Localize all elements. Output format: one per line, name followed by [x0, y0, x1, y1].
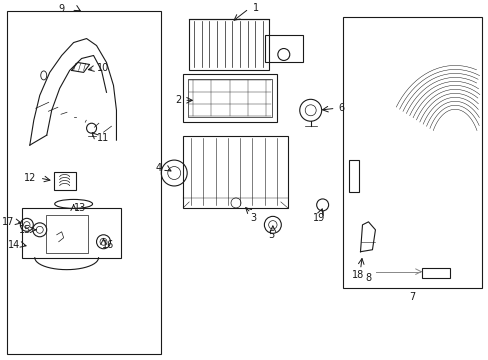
- Text: 19: 19: [312, 213, 324, 223]
- Bar: [7, 11, 161, 354]
- Text: 2: 2: [175, 95, 181, 105]
- Text: 13: 13: [74, 203, 86, 213]
- Bar: [54, 172, 76, 190]
- Text: 12: 12: [24, 173, 37, 183]
- Bar: [183, 136, 287, 208]
- Text: 3: 3: [249, 213, 255, 223]
- Bar: [22, 208, 121, 258]
- Text: 6: 6: [338, 103, 344, 113]
- Text: 15: 15: [20, 225, 32, 235]
- Text: 11: 11: [96, 133, 108, 143]
- Bar: [183, 75, 276, 122]
- Bar: [348, 160, 358, 192]
- Bar: [46, 215, 87, 253]
- Text: 1: 1: [252, 3, 259, 13]
- Bar: [264, 35, 302, 63]
- Bar: [189, 19, 268, 71]
- Text: 18: 18: [352, 270, 364, 280]
- Text: 9: 9: [59, 4, 64, 14]
- Bar: [422, 267, 449, 278]
- Text: 17: 17: [1, 217, 14, 227]
- Bar: [188, 80, 271, 117]
- Text: 7: 7: [408, 292, 415, 302]
- Text: 14: 14: [8, 240, 20, 250]
- Bar: [342, 17, 481, 288]
- Text: 8: 8: [365, 273, 371, 283]
- Text: 16: 16: [102, 240, 114, 250]
- Text: 5: 5: [267, 230, 273, 240]
- Text: 4: 4: [155, 163, 161, 173]
- Text: 10: 10: [96, 63, 108, 73]
